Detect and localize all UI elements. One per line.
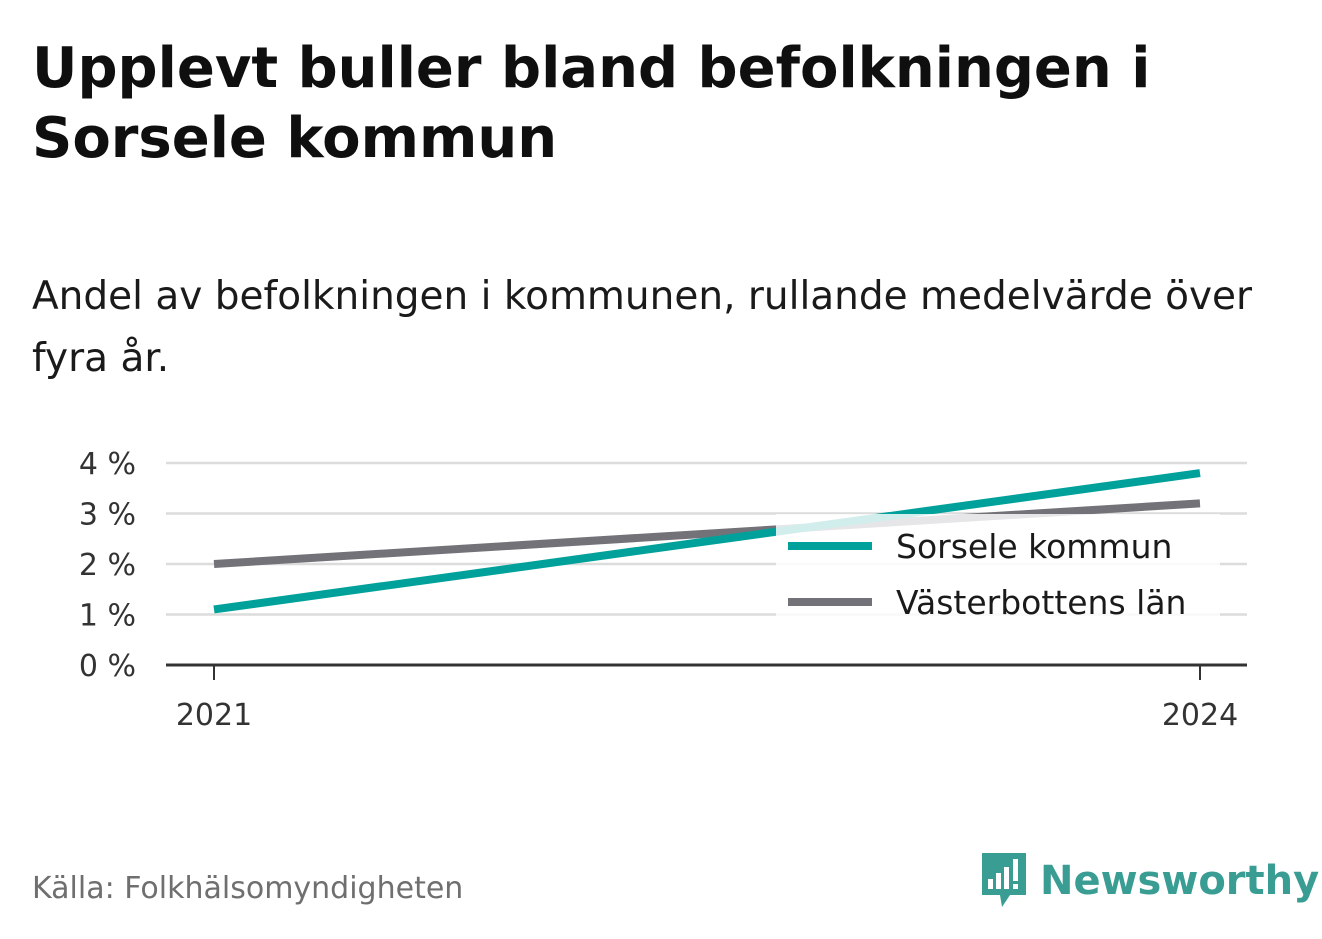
series-line — [213, 499, 1201, 568]
legend: Sorsele kommun Västerbottens län — [776, 514, 1220, 644]
y-axis-tick-labels: 0 % 1 % 2 % 3 % 4 % — [79, 447, 136, 684]
series-line — [213, 469, 1201, 614]
legend-label: Västerbottens län — [896, 583, 1186, 622]
series-lines — [213, 469, 1201, 614]
x-tick-label: 2021 — [176, 698, 252, 733]
x-axis-tick-labels: 2021 2024 — [176, 698, 1238, 733]
legend-box — [776, 514, 1220, 644]
y-tick-label: 4 % — [79, 447, 136, 482]
brand-name: Newsworthy — [1040, 858, 1320, 904]
y-tick-label: 0 % — [79, 649, 136, 684]
line-chart: 0 % 1 % 2 % 3 % 4 % 2021 2024 Sorsele kommun V… — [79, 447, 1247, 733]
chart-subtitle: Andel av befolkningen i kommunen, rullan… — [32, 274, 1253, 381]
y-tick-label: 3 % — [79, 498, 136, 533]
x-tick-label: 2024 — [1162, 698, 1238, 733]
legend-label: Sorsele kommun — [896, 527, 1172, 566]
y-tick-label: 2 % — [79, 548, 136, 583]
y-tick-label: 1 % — [79, 599, 136, 634]
newsworthy-logo-icon — [982, 853, 1026, 907]
chart-title: Upplevt buller bland befolkningen i Sors… — [32, 36, 1151, 171]
brand-logo: Newsworthy — [980, 850, 1319, 912]
x-axis — [166, 663, 1247, 680]
source-note: Källa: Folkhälsomyndigheten — [32, 871, 464, 906]
